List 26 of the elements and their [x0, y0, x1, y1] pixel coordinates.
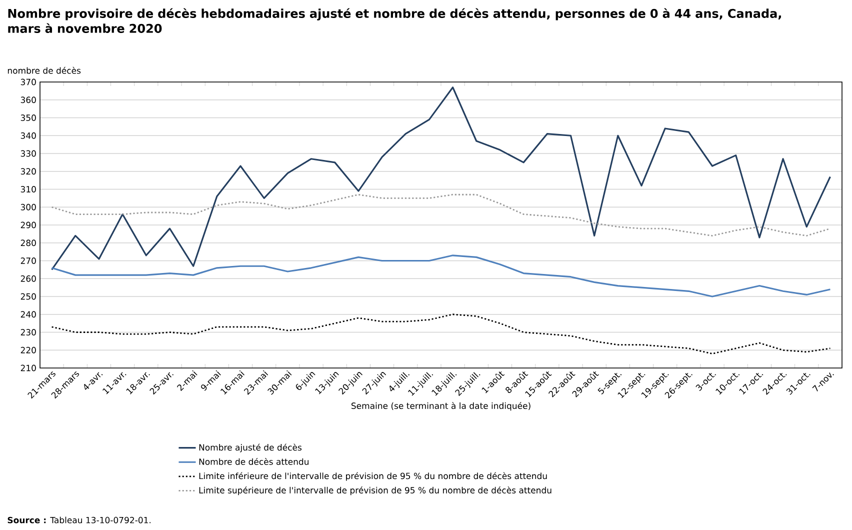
- y-tick-label: 260: [20, 275, 36, 282]
- legend-label: Nombre ajusté de décès: [199, 444, 302, 452]
- legend-label: Limite supérieure de l'intervalle de prévision de 95 % du nombre de décès attendu: [199, 486, 552, 496]
- text: Source : Tableau 13-10-0792-01.: [8, 516, 150, 524]
- y-tick-label: 270: [20, 258, 36, 264]
- legend-label: Nombre de décès attendu: [199, 458, 308, 465]
- y-tick-label: 370: [20, 78, 36, 86]
- y-tick-label: 280: [20, 240, 36, 246]
- y-tick-label: 300: [20, 204, 36, 210]
- y-tick-label: 250: [20, 293, 36, 300]
- y-tick-label: 320: [20, 168, 36, 175]
- y-tick-label: 290: [20, 222, 36, 228]
- y-tick-label: 240: [20, 311, 36, 318]
- legend-label: Limite inférieure de l'intervalle de prévision de 95 % du nombre de décès attendu: [199, 472, 547, 481]
- x-axis-title: Semaine (se terminant à la date indiquée): [351, 402, 530, 411]
- y-tick-label: 210: [20, 364, 36, 372]
- y-tick-label: 350: [20, 114, 36, 121]
- y-axis-title: nombre de décès: [8, 66, 81, 74]
- y-tick-label: 310: [20, 186, 36, 192]
- line-series: [50, 86, 832, 270]
- y-tick-label: 230: [20, 329, 36, 336]
- y-tick-label: 220: [20, 346, 36, 354]
- y-tick-label: 330: [20, 150, 36, 157]
- chart-title: Nombre provisoire de décès hebdomadaires ajusté et nombre de décès attendu, personnes de 0 à 44 ans, Canada, mars à novembre 2020: [8, 8, 781, 33]
- y-tick-label: 360: [20, 96, 36, 104]
- y-tick-label: 340: [20, 132, 36, 139]
